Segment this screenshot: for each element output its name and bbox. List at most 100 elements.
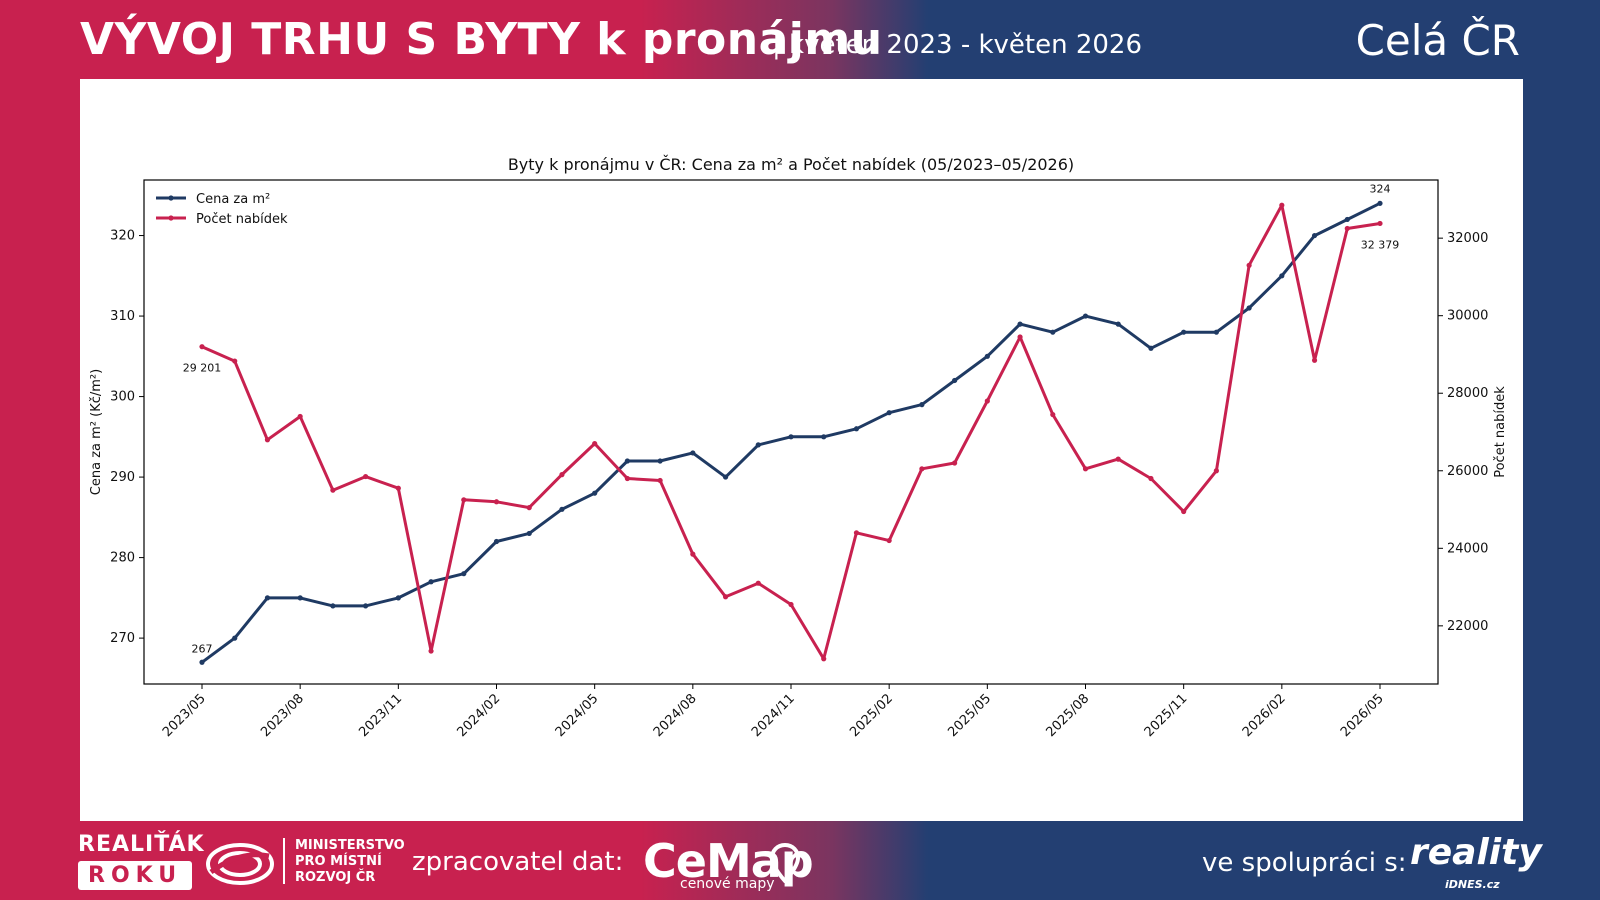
series-1-point [657, 458, 663, 464]
series-2-point [624, 475, 630, 482]
series-1-point [1311, 232, 1318, 239]
data-label: 32 379 [1361, 238, 1400, 251]
series-1-point [1115, 321, 1121, 327]
series-1-point [363, 603, 369, 609]
series-2-point [1279, 202, 1285, 208]
series-2-point [526, 505, 532, 511]
series-2-point [199, 344, 205, 350]
legend-swatch-marker [168, 215, 174, 221]
series-2-point [395, 485, 401, 491]
chart-title: Byty k pronájmu v ČR: Cena za m² a Počet… [508, 155, 1074, 174]
data-label: 29 201 [183, 362, 222, 375]
series-1-point [1279, 273, 1285, 279]
series-1-point [1017, 321, 1023, 327]
series-2-point [1246, 262, 1252, 268]
x-axis-tick-label: 2024/11 [749, 691, 798, 740]
x-axis-tick-label: 2025/05 [945, 691, 994, 740]
left-axis-tick-label: 300 [110, 390, 135, 405]
award-logo-line1: REALIŤÁK [78, 832, 205, 857]
right-axis-tick-label: 24000 [1447, 541, 1488, 556]
series-2-point [722, 594, 729, 600]
series-1-point [592, 490, 598, 496]
data-label: 267 [192, 642, 213, 655]
right-axis-tick-label: 32000 [1447, 231, 1488, 246]
series-1-point [919, 402, 925, 408]
series-2-point [559, 472, 565, 478]
x-axis-tick-label: 2024/08 [651, 691, 700, 740]
x-axis-tick-label: 2024/02 [455, 691, 504, 740]
page-title: VÝVOJ TRHU S BYTY k pronájmu [80, 14, 883, 65]
series-2-point [657, 477, 663, 484]
series-1-point [428, 579, 434, 585]
processor-label: zpracovatel dat: [412, 847, 624, 877]
series-2-point [1213, 468, 1219, 474]
series-2-point [1050, 411, 1056, 418]
series-1-point [526, 530, 532, 537]
series-2-point [428, 648, 434, 654]
series-1-point [461, 571, 467, 577]
cemap-logo-subtitle: cenové mapy [680, 876, 775, 892]
x-axis-tick-label: 2026/02 [1240, 691, 1289, 740]
series-1-point [330, 603, 336, 609]
data-label: 324 [1370, 182, 1391, 195]
x-axis-tick-label: 2024/05 [553, 691, 602, 740]
series-2-point [1017, 334, 1023, 340]
series-2-point [461, 497, 467, 503]
reality-idnes-logo: reality [1410, 832, 1542, 873]
series-1-point [722, 474, 729, 480]
series-1-point [232, 635, 238, 641]
series-1-point [199, 659, 205, 665]
series-2-point [264, 437, 271, 443]
series-1-point [559, 506, 565, 512]
series-1-point [1082, 313, 1089, 319]
series-2-point [1115, 456, 1121, 462]
legend-label: Počet nabídek [196, 212, 288, 227]
x-axis-tick-label: 2025/08 [1044, 691, 1093, 740]
series-1-point [1050, 329, 1056, 335]
x-axis-tick-label: 2023/08 [258, 691, 307, 740]
series-2-point [919, 466, 925, 472]
series-1-point [1377, 200, 1383, 206]
legend-swatch-marker [168, 195, 174, 201]
right-axis-tick-label: 28000 [1447, 386, 1488, 401]
partner-label: ve spolupráci s: [1202, 848, 1407, 878]
legend-label: Cena za m² [196, 192, 270, 207]
series-1-point [493, 538, 500, 545]
series-1-point [821, 434, 827, 440]
left-axis-tick-label: 270 [110, 631, 135, 646]
left-axis-label: Cena za m² (Kč/m²) [89, 369, 104, 495]
series-2-point [1082, 466, 1089, 472]
series-1-point [1344, 216, 1350, 223]
series-2-point [755, 580, 761, 586]
series-1-point [624, 458, 630, 464]
series-2-point [363, 473, 369, 480]
x-axis-tick-label: 2023/11 [356, 691, 405, 740]
ministry-logo-text: MINISTERSTVO PRO MÍSTNÍ ROZVOJ ČR [295, 838, 405, 886]
plot-area-frame [143, 179, 1439, 685]
ministry-line3: ROZVOJ ČR [295, 870, 376, 885]
series-2-point [788, 601, 794, 608]
series-2-point [1181, 508, 1187, 515]
right-axis-label: Počet nabídek [1493, 386, 1508, 478]
series-1-point [1246, 305, 1252, 311]
left-axis-tick-label: 290 [110, 470, 135, 485]
left-axis-tick-label: 280 [110, 551, 135, 566]
series-1-point [1213, 329, 1219, 335]
series-1-point [264, 595, 271, 601]
series-2-point [853, 530, 860, 536]
series-1-point [853, 426, 860, 432]
series-2-point [232, 358, 238, 364]
series-2-point [1148, 475, 1154, 482]
award-logo: REALIŤÁK ROKU [78, 832, 205, 890]
series-1-point [886, 410, 892, 416]
series-1-point [690, 450, 696, 456]
series-2-point [1344, 225, 1350, 232]
series-line-1 [201, 201, 1381, 664]
left-axis-tick-label: 320 [110, 229, 135, 244]
series-2-point [886, 537, 892, 544]
series-1-point [788, 434, 794, 440]
award-logo-line2: ROKU [78, 861, 193, 890]
x-axis-tick-label: 2025/02 [847, 691, 896, 740]
series-1-point [297, 595, 303, 601]
series-1-point [984, 353, 990, 359]
